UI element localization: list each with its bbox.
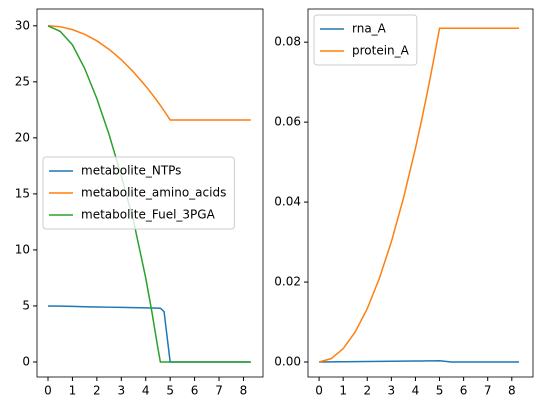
y-tick-label: 0.08	[274, 35, 301, 49]
y-tick-label: 10	[15, 242, 30, 256]
x-tick-label: 6	[460, 384, 468, 398]
y-tick-label: 0	[22, 354, 30, 368]
x-tick-label: 6	[191, 384, 199, 398]
y-tick-label: 5	[22, 298, 30, 312]
y-tick-label: 25	[15, 74, 30, 88]
x-tick-label: 7	[484, 384, 492, 398]
x-tick-label: 8	[240, 384, 248, 398]
x-tick-label: 0	[315, 384, 323, 398]
legend-box	[42, 156, 235, 230]
y-tick-label: 15	[15, 186, 30, 200]
x-tick-label: 0	[44, 384, 52, 398]
legend-label: protein_A	[352, 44, 410, 58]
x-tick-label: 5	[436, 384, 444, 398]
legend-label: metabolite_amino_acids	[81, 186, 226, 200]
line-series	[47, 25, 251, 121]
legend-label: metabolite_Fuel_3PGA	[81, 208, 216, 222]
legend-box	[313, 14, 418, 66]
line-series	[47, 25, 251, 363]
x-tick-label: 8	[508, 384, 516, 398]
line-series	[318, 27, 520, 363]
legend: metabolite_NTPs metabolite_amino_acidsmet…	[49, 164, 226, 222]
line-series	[47, 305, 251, 363]
legend-label: metabolite_NTPs	[81, 164, 181, 178]
y-tick-label: 0.06	[274, 115, 301, 129]
axes-frame	[307, 8, 534, 378]
y-tick-label: 0.00	[274, 355, 301, 369]
y-tick-label: 30	[15, 18, 30, 32]
x-tick-label: 5	[166, 384, 174, 398]
y-tick-label: 0.02	[274, 275, 301, 289]
x-tick-label: 3	[117, 384, 125, 398]
y-tick-label: 0.04	[274, 195, 301, 209]
x-tick-label: 4	[412, 384, 420, 398]
line-series	[319, 360, 520, 363]
legend-label: rna_A	[352, 22, 387, 36]
x-tick-label: 1	[339, 384, 347, 398]
x-tick-label: 2	[93, 384, 101, 398]
x-tick-label: 7	[215, 384, 223, 398]
axes-frame	[36, 8, 264, 378]
x-tick-label: 2	[363, 384, 371, 398]
legend: rna_A protein_A	[320, 22, 410, 58]
x-tick-label: 4	[142, 384, 150, 398]
y-tick-label: 20	[15, 130, 30, 144]
x-tick-label: 1	[69, 384, 77, 398]
x-tick-label: 3	[388, 384, 396, 398]
